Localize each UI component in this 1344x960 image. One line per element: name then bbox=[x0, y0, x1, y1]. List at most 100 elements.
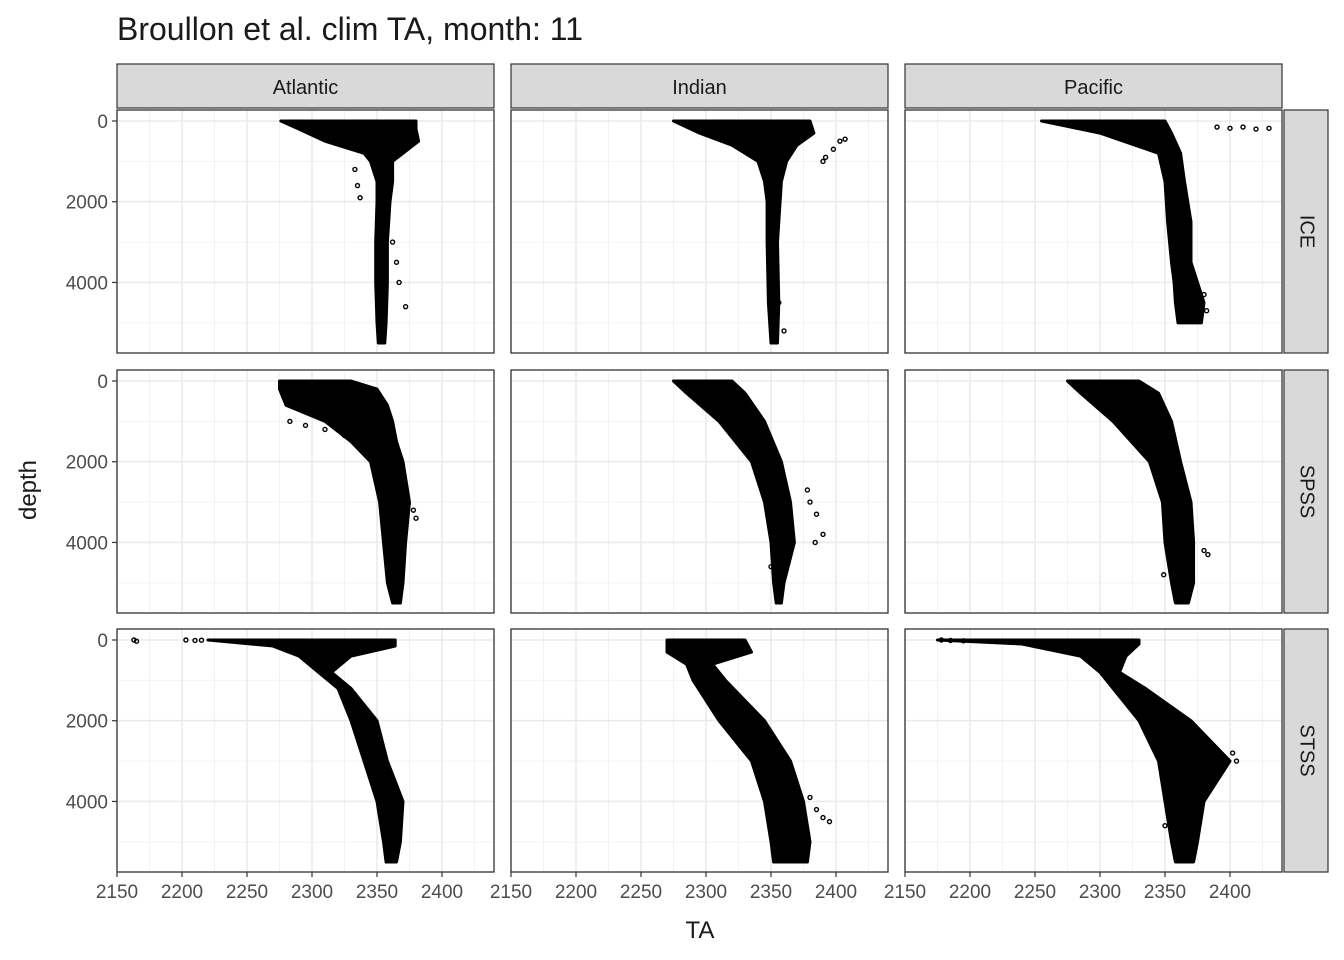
data-point bbox=[781, 328, 787, 334]
x-tick-label: 2350 bbox=[356, 882, 398, 903]
panel-background bbox=[117, 629, 494, 872]
y-tick-label: 0 bbox=[97, 631, 108, 652]
facet-strip-stss bbox=[1283, 628, 1329, 873]
data-point bbox=[960, 638, 967, 644]
x-tick-label: 2150 bbox=[490, 882, 532, 903]
facet-strip-label: Indian bbox=[672, 77, 727, 99]
data-point bbox=[1203, 308, 1210, 314]
y-tick-label: 0 bbox=[97, 372, 108, 393]
data-point bbox=[812, 539, 818, 546]
x-tick-label: 2400 bbox=[1209, 882, 1251, 903]
panel-border bbox=[904, 369, 1283, 614]
panel-border bbox=[116, 369, 495, 614]
data-point bbox=[830, 146, 837, 152]
facet-strip-label: Atlantic bbox=[273, 77, 339, 99]
facet-strip-spss bbox=[1283, 369, 1329, 614]
x-tick-label: 2350 bbox=[750, 882, 792, 903]
data-point bbox=[826, 818, 833, 825]
panel-border bbox=[510, 109, 889, 354]
data-point-cloud bbox=[665, 638, 812, 864]
x-axis-title: TA bbox=[686, 917, 715, 944]
data-point bbox=[198, 637, 205, 643]
data-point bbox=[1214, 124, 1220, 130]
data-point bbox=[1160, 572, 1167, 578]
data-point bbox=[842, 136, 848, 142]
facet-strip-label: ICE bbox=[1296, 215, 1318, 248]
chart-title: Broullon et al. clim TA, month: 11 bbox=[117, 11, 583, 47]
x-tick-label: 2300 bbox=[685, 882, 727, 903]
data-point bbox=[1201, 547, 1207, 554]
x-tick-label: 2350 bbox=[1144, 882, 1186, 903]
x-tick-label: 2400 bbox=[815, 882, 857, 903]
data-point bbox=[813, 806, 820, 813]
x-tick-label: 2250 bbox=[620, 882, 662, 903]
data-point bbox=[813, 511, 820, 517]
panel-border bbox=[510, 628, 889, 873]
data-point bbox=[820, 531, 826, 538]
data-point bbox=[410, 507, 417, 513]
data-point-cloud bbox=[936, 638, 1232, 864]
data-point bbox=[322, 426, 328, 433]
data-point bbox=[1205, 551, 1211, 558]
data-point bbox=[192, 637, 198, 644]
data-point bbox=[389, 239, 396, 245]
panel-pacific-ice bbox=[904, 109, 1283, 354]
data-point bbox=[1266, 125, 1272, 131]
panel-border bbox=[116, 628, 495, 873]
x-tick-label: 2200 bbox=[949, 882, 991, 903]
data-point bbox=[287, 418, 293, 425]
data-point-cloud bbox=[1040, 119, 1206, 325]
y-tick-label: 2000 bbox=[66, 712, 108, 733]
panel-background bbox=[905, 370, 1282, 613]
x-tick-label: 2300 bbox=[1079, 882, 1121, 903]
data-point bbox=[302, 422, 309, 429]
data-point bbox=[183, 637, 189, 643]
y-tick-label: 4000 bbox=[66, 533, 108, 554]
x-tick-label: 2400 bbox=[421, 882, 463, 903]
data-point bbox=[354, 182, 361, 189]
panel-indian-stss: 2150 2200 2250 2300 2350 2400 bbox=[490, 628, 889, 903]
data-point bbox=[947, 637, 954, 644]
data-point-cloud bbox=[672, 119, 816, 345]
data-point-cloud bbox=[672, 379, 796, 605]
data-point bbox=[352, 166, 358, 173]
data-point bbox=[837, 138, 843, 144]
y-tick-label: 0 bbox=[97, 112, 108, 133]
data-point bbox=[1201, 291, 1207, 298]
data-point bbox=[1162, 822, 1168, 829]
facet-strip-atlantic bbox=[116, 63, 495, 109]
facet-strip-ice bbox=[1283, 109, 1329, 354]
data-point bbox=[1227, 125, 1233, 131]
y-tick-label: 4000 bbox=[66, 273, 108, 294]
x-tick-label: 2150 bbox=[884, 882, 926, 903]
panel-pacific-spss bbox=[904, 369, 1283, 614]
x-tick-label: 2300 bbox=[291, 882, 333, 903]
y-tick-label: 2000 bbox=[66, 193, 108, 214]
panel-border bbox=[904, 628, 1283, 873]
panel-border bbox=[116, 109, 495, 354]
x-tick-label: 2200 bbox=[555, 882, 597, 903]
data-point bbox=[804, 487, 811, 493]
data-point bbox=[396, 279, 402, 286]
x-tick-label: 2250 bbox=[226, 882, 268, 903]
data-point-cloud bbox=[1066, 379, 1196, 605]
data-point bbox=[1253, 126, 1259, 132]
x-tick-label: 2150 bbox=[96, 882, 138, 903]
data-point bbox=[1229, 750, 1236, 756]
panel-indian-ice bbox=[510, 109, 889, 354]
data-point bbox=[413, 515, 419, 521]
panel-background bbox=[511, 370, 888, 613]
panel-atlantic-ice: 0 2000 4000 bbox=[66, 109, 495, 354]
facet-strip-indian bbox=[510, 63, 889, 109]
facet-strip-label: SPSS bbox=[1296, 465, 1318, 518]
panel-atlantic-spss: 0 2000 4000 bbox=[66, 369, 495, 614]
data-point bbox=[133, 638, 140, 644]
facet-panels: Atlantic Indian Pacific ICE SPSS STSS 0 2000 400… bbox=[66, 63, 1329, 903]
facet-strip-pacific bbox=[904, 63, 1283, 109]
data-point bbox=[1164, 519, 1171, 525]
data-point bbox=[357, 194, 363, 201]
data-point bbox=[358, 146, 365, 152]
data-point-cloud bbox=[206, 638, 405, 864]
data-point bbox=[768, 563, 774, 570]
